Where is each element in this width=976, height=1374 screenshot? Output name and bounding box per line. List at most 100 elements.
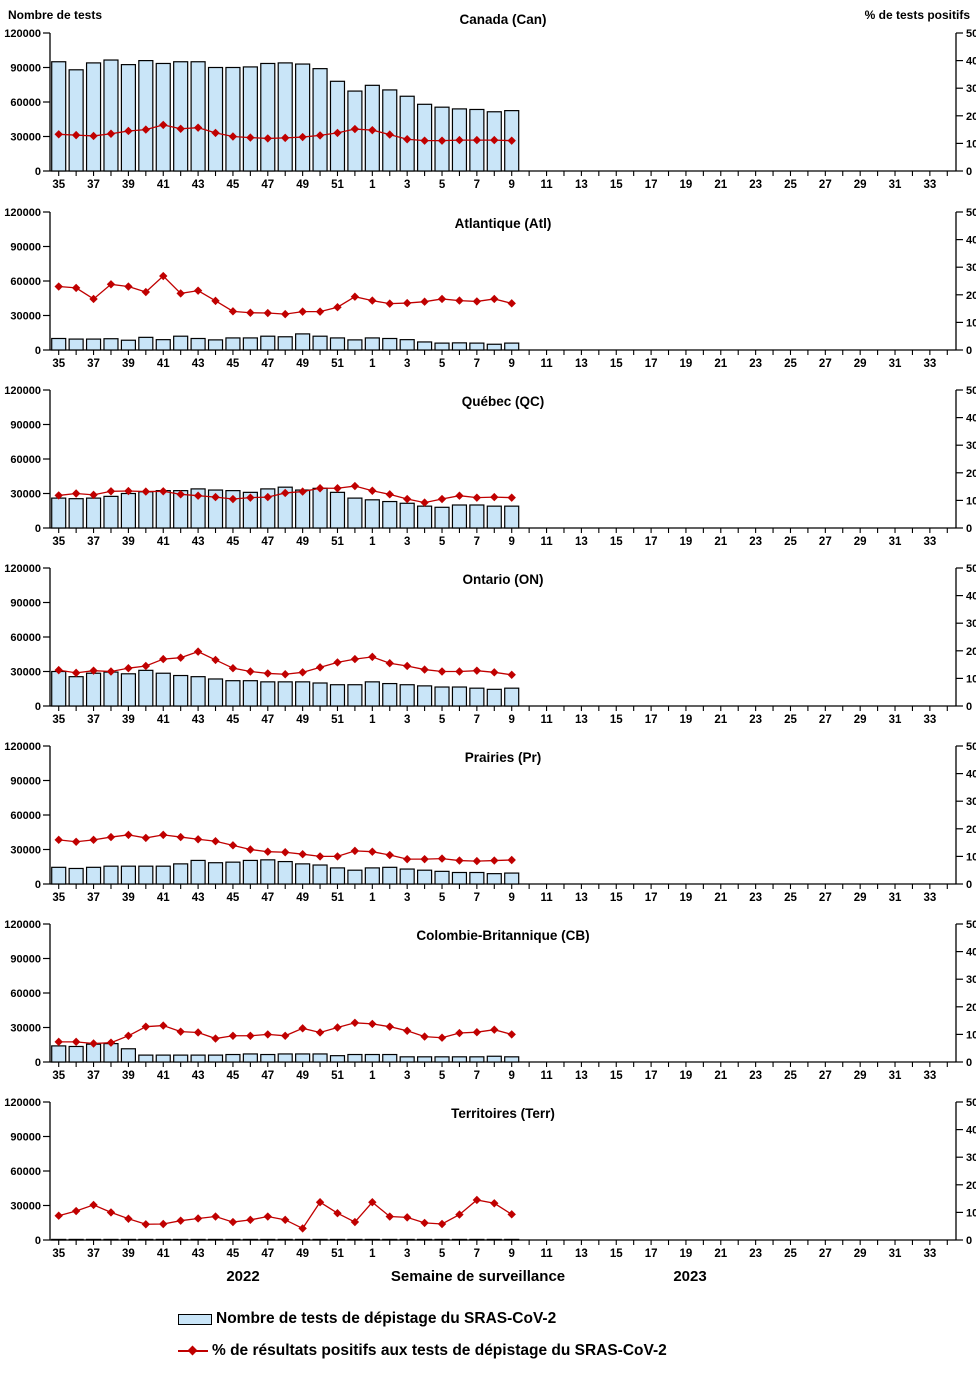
tests-bar — [68, 69, 84, 172]
week-tick-label: 9 — [509, 179, 515, 190]
right-tick-label: 0 — [966, 1235, 972, 1247]
week-tick-label: 43 — [192, 358, 205, 368]
week-tick-label: 51 — [331, 358, 344, 368]
positivity-point — [211, 296, 220, 306]
positivity-point — [437, 1219, 447, 1229]
panel-prairies-pr: Prairies (Pr) 0 30000 60000 90000 120000 0 10 20… — [4, 741, 976, 902]
week-tick-label: 37 — [87, 1248, 100, 1258]
positivity-point — [106, 487, 116, 496]
week-tick-label: 45 — [227, 536, 240, 546]
tests-bar — [277, 62, 293, 172]
positivity-point — [211, 655, 220, 665]
positivity-point — [159, 120, 168, 130]
week-tick-label: 37 — [87, 358, 100, 368]
right-tick-label: 50 — [966, 207, 976, 219]
positivity-point — [298, 132, 307, 142]
positivity-point — [193, 647, 203, 656]
left-tick-label: 90000 — [10, 598, 41, 610]
week-tick-label: 7 — [474, 714, 480, 724]
week-tick-label: 15 — [610, 1070, 623, 1080]
positivity-point — [263, 308, 272, 318]
week-tick-label: 5 — [439, 536, 446, 546]
positivity-point — [385, 850, 394, 860]
week-tick-label: 21 — [714, 358, 727, 368]
tests-bar — [68, 498, 84, 529]
week-tick-label: 11 — [540, 536, 553, 546]
positivity-point — [490, 1199, 499, 1208]
right-tick-label: 50 — [966, 385, 976, 397]
week-tick-label: 5 — [439, 1070, 446, 1080]
week-tick-label: 19 — [680, 714, 693, 724]
left-tick-label: 30000 — [10, 1023, 41, 1035]
week-tick-label: 19 — [680, 179, 693, 190]
positivity-point — [106, 667, 116, 676]
positivity-point — [350, 846, 360, 856]
positivity-point — [71, 283, 81, 293]
tests-bar — [103, 59, 119, 172]
week-tick-label: 19 — [680, 1248, 693, 1258]
week-tick-label: 49 — [296, 179, 309, 190]
week-tick-label: 13 — [575, 714, 588, 724]
tests-bar — [138, 491, 154, 529]
tests-bar — [190, 1054, 206, 1063]
tests-bar — [138, 1054, 154, 1063]
positivity-point — [89, 490, 98, 500]
tests-bar — [382, 337, 398, 351]
week-tick-label: 19 — [680, 892, 693, 902]
left-tick-label: 0 — [35, 345, 41, 357]
tests-bar — [260, 859, 276, 885]
tests-bar — [399, 868, 415, 885]
right-tick-label: 40 — [966, 56, 976, 68]
tests-bar — [329, 80, 346, 172]
positivity-point — [472, 1027, 482, 1037]
positivity-point — [350, 481, 360, 491]
left-tick-label: 60000 — [10, 97, 41, 109]
week-tick-label: 11 — [540, 1070, 553, 1080]
tests-bar — [155, 62, 171, 172]
positivity-point — [159, 830, 168, 840]
positivity-point — [281, 1031, 290, 1040]
week-tick-label: 27 — [819, 1248, 832, 1258]
positivity-point — [54, 130, 63, 139]
x-axis-year-2023: 2023 — [673, 1268, 707, 1285]
positivity-point — [368, 652, 377, 662]
positivity-point — [281, 1215, 290, 1225]
left-tick-label: 60000 — [10, 276, 41, 288]
tests-bar — [242, 491, 258, 529]
tests-bar — [312, 682, 328, 707]
tests-bar — [451, 504, 468, 529]
positivity-point — [385, 130, 394, 139]
right-tick-label: 20 — [966, 1002, 976, 1014]
week-tick-label: 11 — [540, 892, 553, 902]
positivity-point — [420, 1218, 429, 1228]
right-tick-label: 40 — [966, 947, 976, 959]
right-tick-label: 10 — [966, 851, 976, 863]
positivity-point — [228, 132, 238, 141]
tests-bar — [190, 488, 206, 529]
week-tick-label: 7 — [474, 358, 480, 368]
left-tick-label: 60000 — [10, 988, 41, 1000]
week-tick-label: 47 — [261, 892, 274, 902]
tests-bar — [295, 863, 311, 885]
tests-bar — [329, 1238, 346, 1241]
left-axis-title: Nombre de tests — [8, 8, 103, 22]
week-tick-label: 43 — [192, 179, 205, 190]
week-tick-label: 5 — [439, 892, 446, 902]
positivity-point — [333, 658, 342, 667]
tests-bar — [242, 1238, 258, 1241]
positivity-point — [402, 854, 412, 864]
week-tick-label: 37 — [87, 892, 100, 902]
positivity-point — [333, 303, 342, 312]
week-tick-label: 31 — [889, 892, 902, 902]
week-tick-label: 11 — [540, 358, 553, 368]
week-tick-label: 35 — [52, 358, 65, 368]
right-tick-label: 40 — [966, 591, 976, 603]
week-tick-label: 39 — [122, 536, 135, 546]
positivity-point — [246, 667, 255, 676]
week-tick-label: 29 — [854, 714, 867, 724]
positivity-point — [106, 1208, 116, 1217]
tests-bar — [138, 1238, 154, 1241]
left-tick-label: 0 — [35, 523, 41, 535]
positivity-point — [141, 287, 151, 297]
positivity-point — [211, 492, 220, 502]
